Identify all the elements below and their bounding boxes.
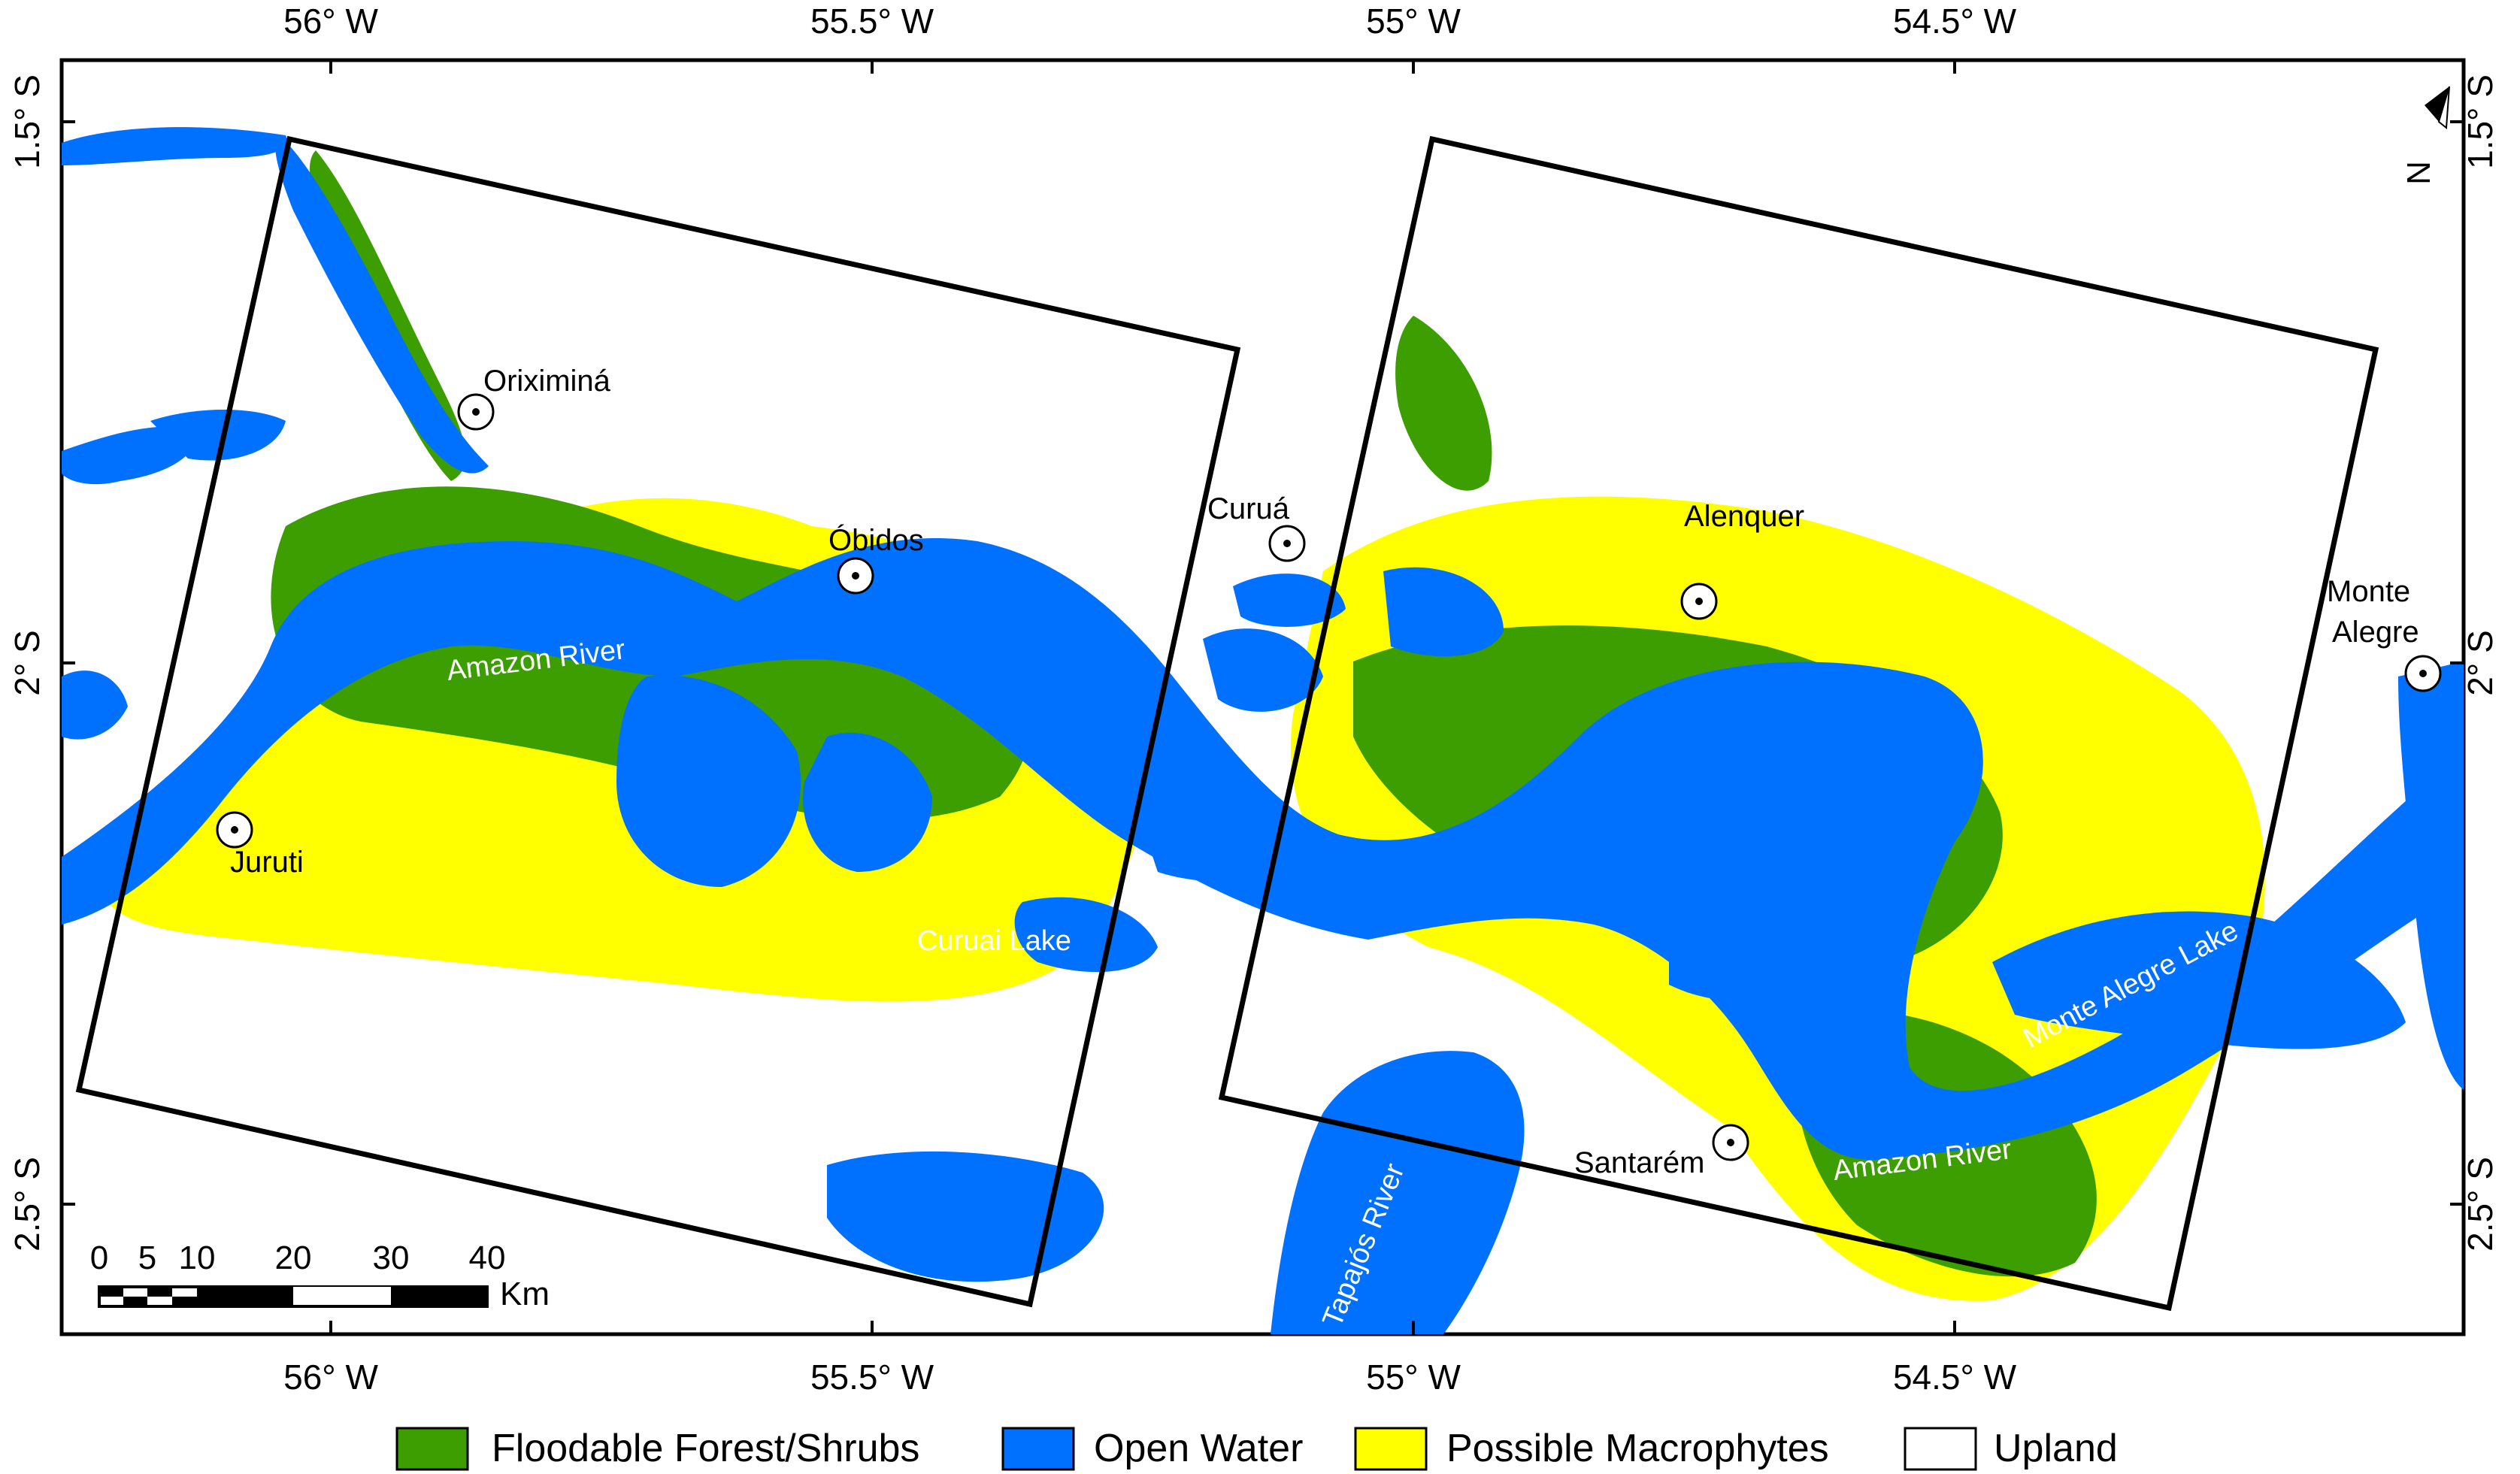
left-axis-labels: 1.5° S 2° S 2.5° S <box>8 74 47 1252</box>
legend-label-forest: Floodable Forest/Shrubs <box>492 1427 919 1470</box>
legend-item-water: Open Water <box>1001 1427 1303 1471</box>
scale-tick-30: 30 <box>373 1239 410 1276</box>
legend-item-forest: Floodable Forest/Shrubs <box>395 1427 919 1471</box>
scene-footprint-east <box>1218 135 2379 1312</box>
label-obidos: Óbidos <box>828 523 924 557</box>
label-juruti: Juruti <box>230 846 304 879</box>
right-label-1-5s: 1.5° S <box>2461 74 2500 169</box>
label-monte-alegre-line1: Monte <box>2327 575 2410 608</box>
top-axis-labels: 56° W 55.5° W 55° W 54.5° W <box>283 2 2017 41</box>
scale-bar: 0 5 10 20 30 40 Km <box>90 1239 550 1312</box>
city-marker-alenquer-icon <box>1680 583 1718 620</box>
legend: Floodable Forest/Shrubs Open Water Possi… <box>395 1427 2118 1471</box>
bottom-label-55w: 55° W <box>1366 1357 1461 1397</box>
city-marker-juruti-icon <box>216 811 253 849</box>
legend-swatch-macrophytes <box>1354 1427 1428 1471</box>
legend-label-upland: Upland <box>1994 1427 2118 1470</box>
label-santarem: Santarém <box>1574 1146 1704 1179</box>
top-label-55-5w: 55.5° W <box>810 2 934 41</box>
city-marker-santarem-icon <box>1712 1124 1749 1161</box>
bottom-axis-labels: 56° W 55.5° W 55° W 54.5° W <box>283 1357 2017 1397</box>
legend-item-upland: Upland <box>1904 1427 2118 1471</box>
scale-tick-5: 5 <box>138 1239 156 1276</box>
scale-tick-20: 20 <box>275 1239 312 1276</box>
label-curua: Curuá <box>1207 492 1290 525</box>
right-axis-labels: 1.5° S 2° S 2.5° S <box>2461 74 2500 1252</box>
legend-swatch-water <box>1001 1427 1075 1471</box>
top-label-54-5w: 54.5° W <box>1893 2 2017 41</box>
label-curuai-lake: Curuai Lake <box>917 925 1071 957</box>
scale-tick-10: 10 <box>179 1239 216 1276</box>
label-oriximina: Oriximiná <box>483 365 611 398</box>
city-marker-oriximina-icon <box>457 393 495 431</box>
legend-swatch-forest <box>395 1427 469 1471</box>
city-markers <box>216 393 2442 1161</box>
label-monte-alegre-line2: Alegre <box>2332 616 2419 649</box>
scale-tick-40: 40 <box>469 1239 506 1276</box>
legend-item-macrophytes: Possible Macrophytes <box>1354 1427 1829 1471</box>
left-label-2-5s: 2.5° S <box>8 1157 47 1252</box>
left-label-1-5s: 1.5° S <box>8 74 47 169</box>
legend-label-macrophytes: Possible Macrophytes <box>1446 1427 1829 1470</box>
legend-swatch-upland <box>1904 1427 1977 1471</box>
north-arrow-label: N <box>2400 161 2437 185</box>
bottom-label-54-5w: 54.5° W <box>1893 1357 2017 1397</box>
right-label-2-5s: 2.5° S <box>2461 1157 2500 1252</box>
open-water <box>62 127 2464 1334</box>
north-arrow-icon: N <box>2400 86 2450 185</box>
scene-footprint-west <box>75 135 1241 1308</box>
city-labels: Oriximiná Óbidos Curuá Alenquer Monte Al… <box>230 365 2419 1179</box>
bottom-label-56w: 56° W <box>283 1357 378 1397</box>
city-marker-obidos-icon <box>837 557 874 595</box>
city-marker-curua-icon <box>1268 525 1306 562</box>
label-alenquer: Alenquer <box>1684 500 1804 533</box>
top-label-55w: 55° W <box>1366 2 1461 41</box>
left-label-2s: 2° S <box>8 630 47 695</box>
scale-tick-0: 0 <box>90 1239 108 1276</box>
right-label-2s: 2° S <box>2461 630 2500 695</box>
top-label-56w: 56° W <box>283 2 378 41</box>
legend-label-water: Open Water <box>1094 1427 1303 1470</box>
bottom-label-55-5w: 55.5° W <box>810 1357 934 1397</box>
city-marker-monte-alegre-icon <box>2404 655 2442 692</box>
scale-bar-ticks: 0 5 10 20 30 40 <box>90 1239 506 1276</box>
axis-ticks <box>62 60 2464 1334</box>
scale-unit: Km <box>500 1276 550 1312</box>
map-layers <box>62 127 2464 1334</box>
